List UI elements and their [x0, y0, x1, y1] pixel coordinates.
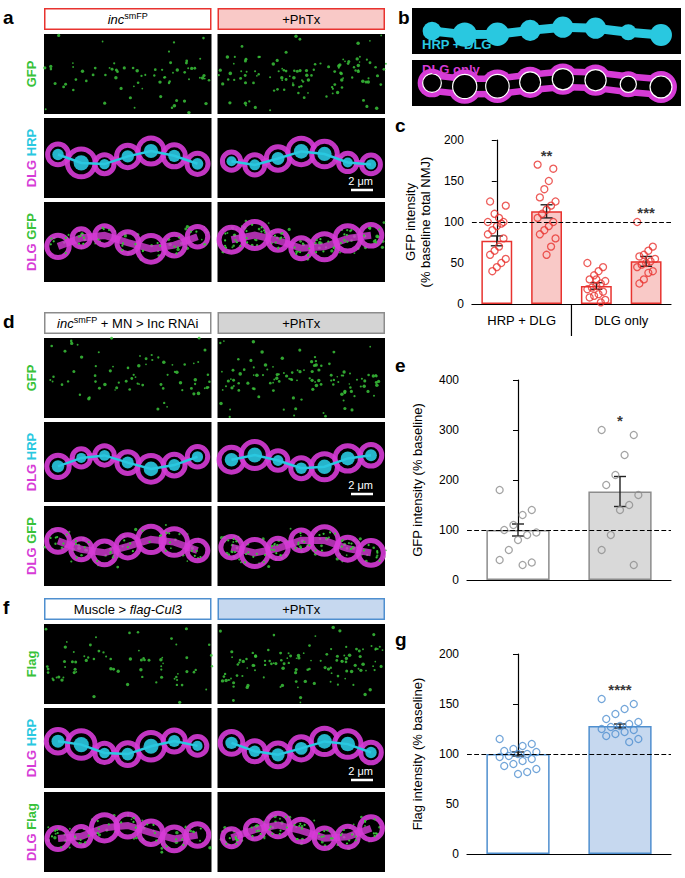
- svg-text:GFP: GFP: [24, 364, 39, 391]
- svg-text:DLG HRP: DLG HRP: [24, 128, 39, 187]
- svg-text:GFP: GFP: [24, 60, 39, 87]
- svg-text:*: *: [617, 412, 623, 429]
- svg-text:200: 200: [444, 133, 464, 147]
- svg-text:100: 100: [439, 747, 459, 761]
- svg-text:DLG only: DLG only: [422, 62, 481, 77]
- svg-text:HRP + DLG: HRP + DLG: [487, 313, 556, 328]
- svg-text:GFP intensity (% baseline): GFP intensity (% baseline): [410, 403, 425, 557]
- svg-text:incsmFP: incsmFP: [108, 11, 148, 27]
- svg-text:GFP intensity: GFP intensity: [403, 183, 418, 261]
- svg-text:2 μm: 2 μm: [348, 765, 373, 777]
- svg-text:DLG GFP: DLG GFP: [24, 213, 39, 271]
- svg-text:**: **: [541, 147, 553, 164]
- svg-text:300: 300: [439, 423, 459, 437]
- svg-text:b: b: [398, 7, 410, 28]
- svg-text:***: ***: [637, 204, 655, 221]
- svg-text:d: d: [3, 311, 15, 332]
- svg-text:Muscle > flag-Cul3: Muscle > flag-Cul3: [74, 602, 183, 617]
- svg-text:DLG only: DLG only: [594, 313, 649, 328]
- svg-text:400: 400: [439, 373, 459, 387]
- svg-text:0: 0: [452, 847, 459, 861]
- svg-text:100: 100: [444, 215, 464, 229]
- svg-text:DLG HRP: DLG HRP: [24, 718, 39, 777]
- svg-text:(% baseline total NMJ): (% baseline total NMJ): [418, 157, 433, 288]
- svg-text:0: 0: [457, 297, 464, 311]
- svg-text:HRP + DLG: HRP + DLG: [422, 37, 491, 52]
- svg-text:DLG Flag: DLG Flag: [24, 803, 39, 861]
- svg-text:a: a: [3, 7, 14, 28]
- svg-text:+PhTx: +PhTx: [282, 602, 320, 617]
- svg-text:+PhTx: +PhTx: [282, 12, 320, 27]
- svg-text:f: f: [3, 597, 10, 618]
- svg-text:g: g: [395, 629, 407, 650]
- svg-text:150: 150: [439, 697, 459, 711]
- svg-text:****: ****: [608, 681, 632, 698]
- svg-text:c: c: [395, 115, 406, 136]
- svg-text:+PhTx: +PhTx: [282, 316, 320, 331]
- svg-text:200: 200: [439, 473, 459, 487]
- svg-text:e: e: [395, 355, 406, 376]
- svg-text:incsmFP + MN > Inc RNAi: incsmFP + MN > Inc RNAi: [57, 315, 198, 331]
- svg-text:150: 150: [444, 174, 464, 188]
- svg-text:2 μm: 2 μm: [348, 175, 373, 187]
- svg-text:DLG GFP: DLG GFP: [24, 517, 39, 575]
- svg-text:Flag intensity (% baseline): Flag intensity (% baseline): [410, 678, 425, 830]
- svg-text:2 μm: 2 μm: [348, 479, 373, 491]
- svg-text:Flag: Flag: [24, 651, 39, 678]
- svg-text:100: 100: [439, 523, 459, 537]
- svg-text:50: 50: [451, 256, 465, 270]
- svg-text:0: 0: [452, 573, 459, 587]
- svg-text:DLG HRP: DLG HRP: [24, 432, 39, 491]
- svg-text:50: 50: [446, 797, 460, 811]
- svg-text:200: 200: [439, 647, 459, 661]
